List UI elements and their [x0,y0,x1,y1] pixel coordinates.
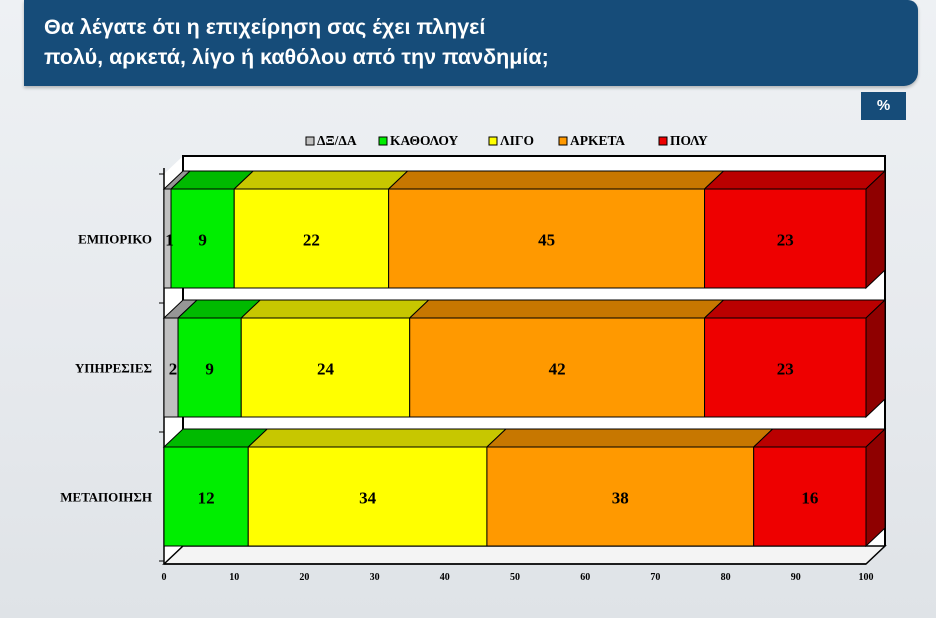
page-title: Θα λέγατε ότι η επιχείρηση σας έχει πληγ… [44,15,549,69]
data-label-πολυ: 16 [801,489,818,508]
x-tick-label: 50 [510,572,520,583]
unit-badge: % [861,92,906,120]
legend-swatch-λιγο [488,136,498,146]
data-label-λιγο: 22 [303,231,320,250]
category-labels: ΕΜΠΟΡΙΚΟ ΥΠΗΡΕΣΙΕΣ ΜΕΤΑΠΟΙΗΣΗ [60,232,152,505]
bar-top-πολυ [703,299,887,319]
chart-legend: ΔΞ/ΔΑ ΚΑΘΟΛΟΥ ΛΙΓΟ ΑΡΚΕΤΑ ΠΟΛΥ [305,133,708,148]
bar-side-πολυ [865,298,886,419]
bar-side-πολυ [865,427,886,548]
data-label-λιγο: 34 [359,489,377,508]
category-label-εμπορικο: ΕΜΠΟΡΙΚΟ [78,232,152,247]
bar-segment-αρκετα [486,446,755,547]
bar-top-αρκετα [387,170,725,190]
title-banner: Θα λέγατε ότι η επιχείρηση σας έχει πληγ… [24,0,918,86]
legend-label-πολυ: ΠΟΛΥ [670,133,708,148]
bar-top-πολυ [703,170,887,190]
data-label-πολυ: 23 [777,360,794,379]
legend-swatch-πολυ [658,136,668,146]
x-tick-label: 100 [859,572,874,583]
data-label-αρκετα: 42 [549,360,566,379]
data-label-αρκετα: 38 [612,489,629,508]
category-label-μεταποιηση: ΜΕΤΑΠΟΙΗΣΗ [60,490,152,505]
bar-segment-λιγο [240,317,411,418]
data-label-καθολου: 12 [198,489,215,508]
x-tick-label: 10 [229,572,239,583]
bar-segment-αρκετα [388,188,706,289]
bar-segment-καθολου [177,317,242,418]
data-label-πολυ: 23 [777,231,794,250]
bar-top-αρκετα [408,299,725,319]
legend-label-αρκετα: ΑΡΚΕΤΑ [570,133,625,148]
bar-top-λιγο [232,170,409,190]
legend-swatch-καθολου [378,136,388,146]
x-tick-label: 70 [650,572,660,583]
category-label-υπηρεσιες: ΥΠΗΡΕΣΙΕΣ [75,361,152,376]
bar-segment-πολυ [753,446,867,547]
bar-top-λιγο [239,299,430,319]
x-tick-label: 40 [440,572,450,583]
bar-segment-πολυ [704,317,867,418]
data-label-καθολου: 9 [198,231,207,250]
data-label-αρκετα: 45 [538,231,555,250]
x-tick-label: 30 [370,572,380,583]
x-axis: 0 10 20 30 40 50 60 70 80 90 100 [162,572,874,583]
data-label-καθολου: 9 [205,360,214,379]
x-tick-label: 90 [791,572,801,583]
legend-label-λιγο: ΛΙΓΟ [500,133,534,148]
x-tick-label: 80 [721,572,731,583]
floor [162,545,887,565]
data-label-λιγο: 24 [317,360,335,379]
x-tick-label: 60 [580,572,590,583]
legend-swatch-αρκετα [558,136,568,146]
chart-bars: 1 9 22 45 23 2 9 24 42 23 12 34 38 16 [162,169,887,548]
legend-swatch-δξ-δα [305,136,315,146]
legend-label-καθολου: ΚΑΘΟΛΟΥ [390,133,459,148]
data-label-δξ-δα: 2 [169,360,178,379]
legend-label-δξ-δα: ΔΞ/ΔΑ [317,133,357,148]
bar-segment-αρκετα [409,317,706,418]
bar-top-αρκετα [485,428,774,448]
x-tick-label: 0 [162,572,167,583]
bar-segment-καθολου [170,188,235,289]
x-tick-label: 20 [299,572,309,583]
bar-top-πολυ [752,428,887,448]
data-label-δξ-δα: 1 [165,231,174,250]
bar-segment-πολυ [704,188,867,289]
bar-top-λιγο [246,428,508,448]
bar-segment-λιγο [233,188,390,289]
bar-side-πολυ [865,169,886,290]
